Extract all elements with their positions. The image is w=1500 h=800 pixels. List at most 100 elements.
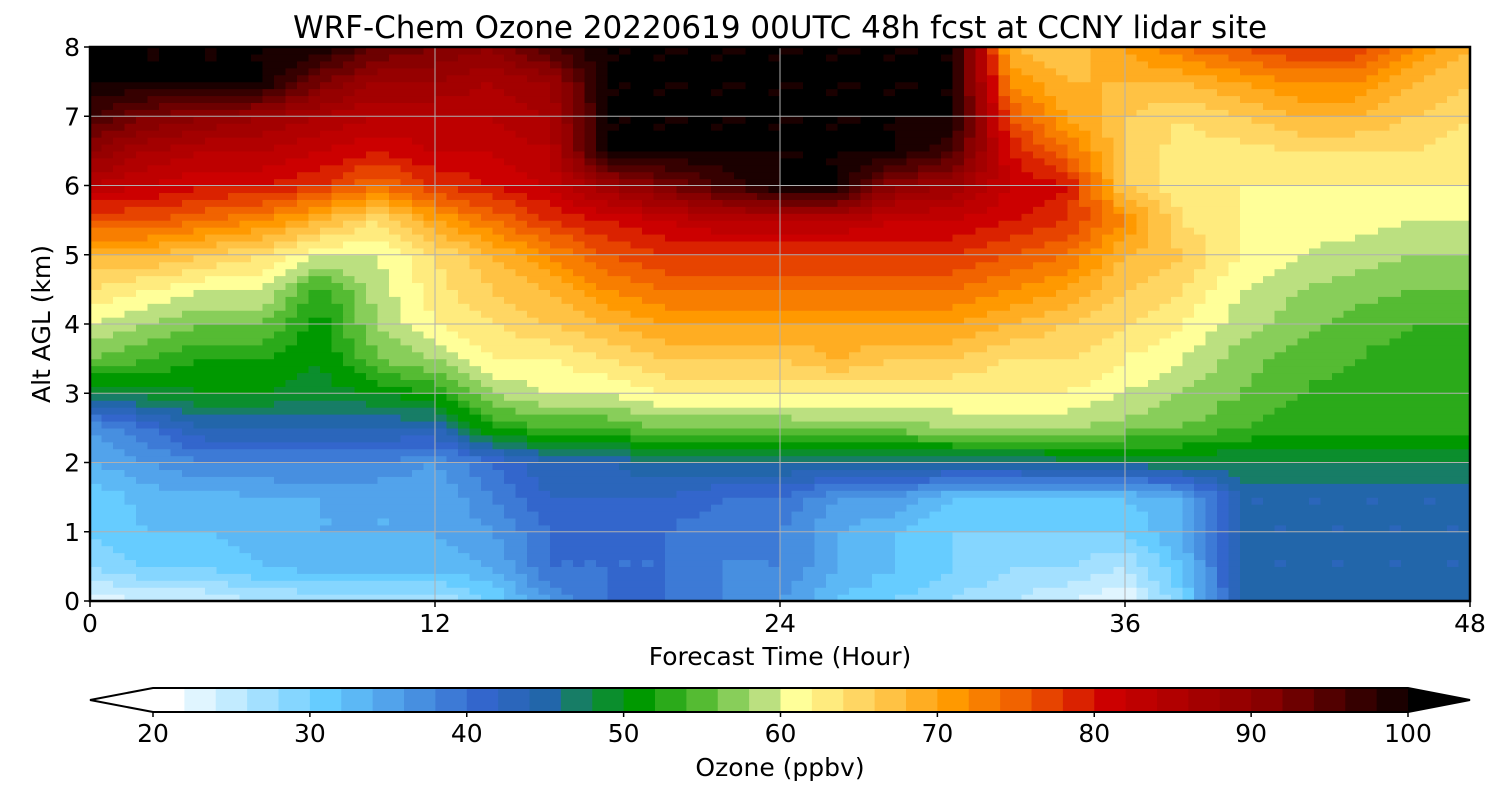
heatmap-cell (768, 358, 781, 367)
heatmap-cell (791, 517, 804, 526)
heatmap-cell (182, 240, 195, 249)
heatmap-cell (389, 137, 402, 145)
heatmap-cell (159, 587, 172, 595)
heatmap-cell (308, 372, 321, 380)
heatmap-cell (653, 178, 666, 187)
heatmap-cell (515, 81, 528, 90)
heatmap-cell (320, 261, 333, 270)
heatmap-cell (331, 247, 344, 256)
heatmap-cell (527, 531, 540, 540)
heatmap-cell (262, 296, 275, 304)
heatmap-cell (538, 275, 551, 284)
heatmap-cell (642, 358, 655, 367)
heatmap-cell (366, 247, 379, 256)
heatmap-cell (550, 400, 563, 408)
heatmap-cell (308, 573, 321, 581)
heatmap-cell (757, 240, 770, 249)
heatmap-cell (285, 434, 298, 443)
heatmap-cell (584, 185, 597, 194)
heatmap-cell (561, 81, 574, 90)
heatmap-cell (90, 504, 103, 512)
heatmap-cell (308, 545, 321, 554)
heatmap-cell (124, 130, 137, 138)
heatmap-cell (676, 60, 689, 69)
heatmap-cell (331, 206, 344, 214)
heatmap-cell (722, 53, 735, 62)
heatmap-cell (343, 414, 356, 422)
heatmap-cell (642, 60, 655, 69)
heatmap-cell (216, 552, 229, 561)
heatmap-cell (400, 268, 413, 277)
heatmap-cell (136, 109, 149, 117)
heatmap-cell (734, 573, 747, 581)
heatmap-cell (297, 289, 310, 297)
heatmap-cell (274, 185, 287, 194)
heatmap-cell (389, 130, 402, 138)
heatmap-cell (596, 102, 609, 110)
heatmap-cell (366, 490, 379, 498)
heatmap-cell (101, 580, 114, 588)
heatmap-cell (458, 462, 471, 471)
heatmap-cell (331, 67, 344, 76)
heatmap-cell (124, 192, 137, 200)
heatmap-cell (561, 407, 574, 415)
heatmap-cell (722, 192, 735, 200)
heatmap-cell (619, 462, 632, 471)
heatmap-cell (469, 587, 482, 595)
heatmap-cell (573, 275, 586, 284)
heatmap-cell (538, 469, 551, 477)
heatmap-cell (377, 123, 390, 131)
heatmap-cell (492, 448, 505, 457)
heatmap-cell (481, 88, 494, 97)
heatmap-cell (481, 497, 494, 505)
heatmap-cell (745, 559, 758, 567)
heatmap-cell (412, 282, 425, 290)
heatmap-cell (676, 358, 689, 367)
heatmap-cell (538, 330, 551, 339)
heatmap-cell (308, 254, 321, 263)
heatmap-cell (389, 407, 402, 415)
heatmap-cell (780, 545, 793, 554)
heatmap-cell (596, 566, 609, 574)
heatmap-cell (297, 573, 310, 581)
heatmap-cell (469, 282, 482, 290)
heatmap-cell (285, 233, 298, 242)
heatmap-cell (630, 531, 643, 540)
heatmap-cell (757, 510, 770, 519)
heatmap-cell (366, 74, 379, 83)
heatmap-cell (182, 60, 195, 69)
heatmap-cell (320, 53, 333, 62)
heatmap-cell (607, 559, 620, 567)
heatmap-cell (331, 178, 344, 187)
heatmap-cell (113, 143, 126, 152)
heatmap-cell (262, 220, 275, 228)
heatmap-cell (389, 60, 402, 69)
heatmap-cell (699, 510, 712, 519)
heatmap-cell (216, 130, 229, 138)
heatmap-cell (768, 372, 781, 380)
heatmap-cell (745, 365, 758, 374)
heatmap-cell (136, 296, 149, 304)
heatmap-cell (768, 462, 781, 471)
heatmap-cell (538, 130, 551, 138)
heatmap-cell (573, 517, 586, 526)
heatmap-cell (596, 213, 609, 221)
heatmap-cell (412, 483, 425, 491)
heatmap-cell (584, 448, 597, 457)
heatmap-cell (469, 393, 482, 401)
heatmap-cell (768, 594, 781, 601)
heatmap-cell (504, 130, 517, 138)
heatmap-cell (354, 123, 367, 131)
heatmap-cell (216, 157, 229, 166)
heatmap-cell (780, 220, 793, 228)
heatmap-cell (458, 282, 471, 290)
heatmap-cell (469, 330, 482, 339)
heatmap-cell (274, 483, 287, 491)
heatmap-cell (170, 227, 183, 235)
heatmap-cell (274, 261, 287, 270)
heatmap-cell (182, 337, 195, 346)
heatmap-cell (481, 358, 494, 367)
heatmap-cell (757, 587, 770, 595)
heatmap-cell (538, 220, 551, 228)
heatmap-cell (768, 524, 781, 533)
